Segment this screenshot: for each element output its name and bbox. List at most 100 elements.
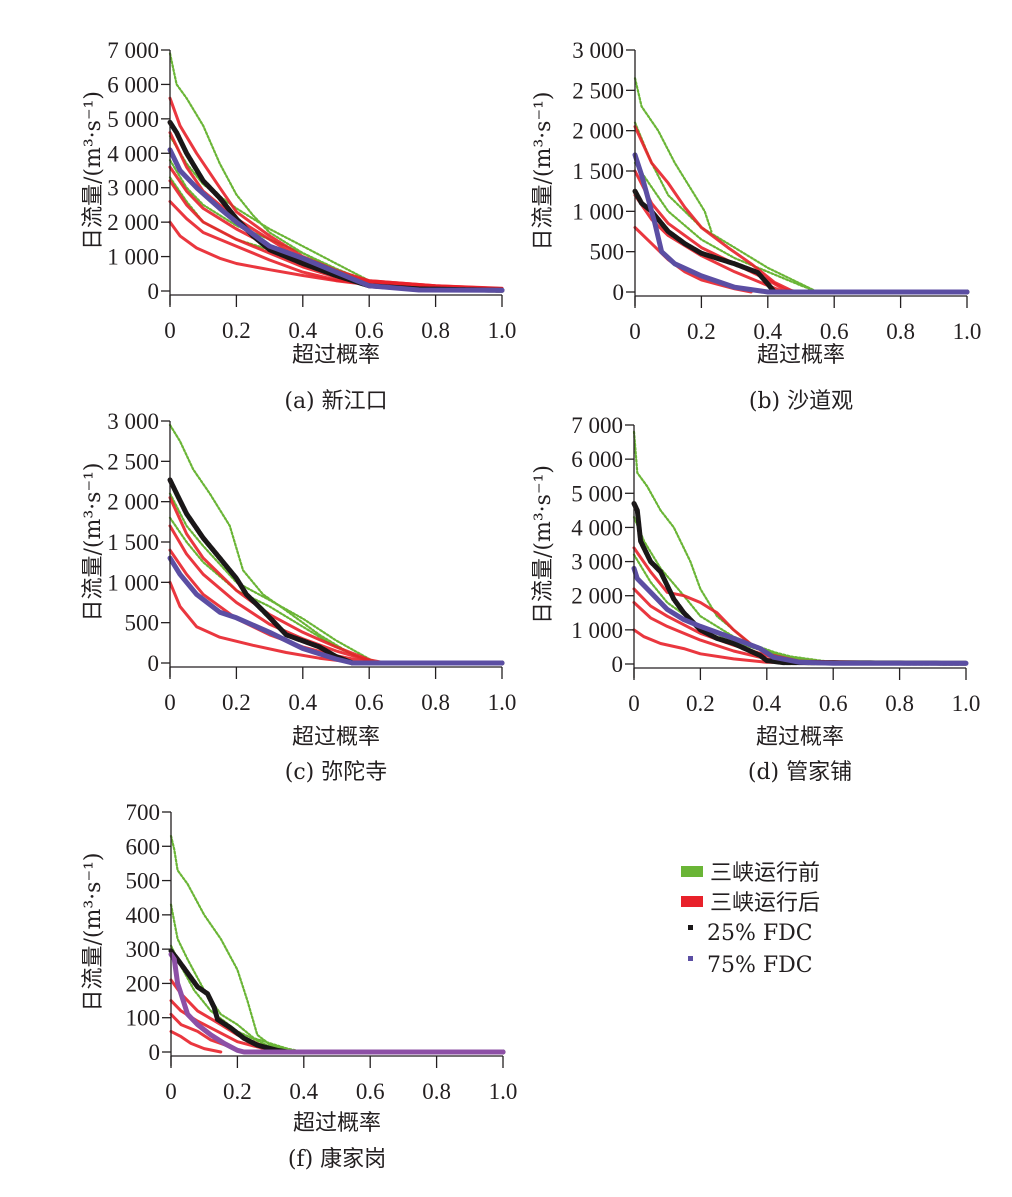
y-tick-label-b: 500 (590, 240, 625, 265)
x-axis-label-c: 超过概率 (292, 725, 380, 750)
y-tick-label-f: 0 (149, 1040, 161, 1065)
y-tick-label-b: 0 (613, 280, 625, 305)
y-tick-label-d: 1 000 (571, 618, 623, 643)
series-q25-f-7 (168, 948, 506, 1055)
panel-a: 0 1 000 2 000 3 000 4 000 5 000 6 000 7 000 0 0.2… (81, 38, 516, 414)
x-tick-label-d: 0 (628, 691, 640, 716)
x-tick-label-b: 0 (629, 319, 641, 344)
series-pre-c-1 (168, 492, 381, 665)
y-tick-label-f: 700 (126, 800, 161, 825)
y-tick-label-a: 1 000 (107, 245, 159, 270)
legend-swatch-post (681, 896, 703, 907)
x-tick-label-b: 0.6 (820, 319, 849, 344)
legend-marker-q75 (688, 956, 693, 961)
x-tick-label-c: 0.4 (288, 690, 317, 715)
y-axis-label-c: 日流量/(m³·s⁻¹) (81, 463, 106, 622)
y-tick-label-a: 7 000 (107, 38, 159, 63)
panel-c: 0 500 1 000 1 500 2 000 2 500 3 000 0 0.2 0.4 0.6 0… (81, 409, 516, 785)
x-tick-label-f: 1.0 (489, 1079, 518, 1104)
y-tick-label-a: 0 (148, 279, 160, 304)
x-tick-label-a: 1.0 (488, 318, 517, 343)
y-tick-label-d: 6 000 (571, 447, 623, 472)
legend-label-q75: 75% FDC (707, 953, 813, 978)
x-tick-label-d: 0.2 (686, 691, 715, 716)
x-tick-label-a: 0.6 (355, 318, 384, 343)
y-tick-label-d: 0 (612, 652, 624, 677)
x-tick-label-a: 0 (164, 318, 176, 343)
series-q75-a-11 (167, 147, 505, 293)
y-tick-label-b: 1 000 (572, 199, 624, 224)
x-axis-label-b: 超过概率 (757, 343, 845, 368)
y-tick-label-d: 7 000 (571, 413, 623, 438)
series-pre-d-0 (632, 430, 968, 665)
x-tick-label-b: 0.8 (886, 319, 915, 344)
series-post-d-4 (632, 587, 968, 665)
series-post-b-4 (633, 169, 803, 294)
x-tick-label-c: 0.8 (421, 690, 450, 715)
panel-caption-f: (f) 康家岗 (288, 1147, 386, 1172)
x-axis-label-f: 超过概率 (293, 1111, 381, 1136)
series-post-b-6 (633, 226, 753, 294)
series-q75-c-8 (167, 555, 505, 666)
y-tick-label-c: 2 500 (107, 449, 159, 474)
x-tick-label-b: 0.4 (753, 319, 782, 344)
y-tick-label-d: 5 000 (571, 481, 623, 506)
x-tick-label-f: 0.8 (422, 1079, 451, 1104)
series-pre-d-1 (632, 516, 968, 665)
y-tick-label-d: 4 000 (571, 515, 623, 540)
series-post-d-3 (632, 546, 968, 665)
legend-swatch-pre (681, 866, 703, 877)
x-tick-label-c: 0 (164, 690, 176, 715)
y-tick-label-a: 6 000 (107, 72, 159, 97)
y-tick-label-f: 100 (126, 1006, 161, 1031)
panel-caption-c: (c) 弥陀寺 (285, 760, 387, 785)
y-tick-label-a: 2 000 (107, 210, 159, 235)
series-q25-d-7 (631, 501, 969, 666)
series-post-c-6 (168, 580, 355, 664)
y-tick-label-a: 3 000 (107, 176, 159, 201)
x-tick-label-d: 0.8 (885, 691, 914, 716)
panel-d: 0 1 000 2 000 3 000 4 000 5 000 6 000 7 000 0 0.2… (531, 413, 980, 785)
series-pre-f-0 (169, 834, 299, 1054)
series-pre-a-0 (168, 52, 504, 292)
x-tick-label-c: 0.2 (222, 690, 251, 715)
series-post-f-6 (169, 1029, 223, 1054)
series-pre-b-2 (633, 161, 819, 294)
series-q25-b-7 (632, 188, 970, 295)
legend-label-q25: 25% FDC (707, 921, 813, 946)
y-tick-label-b: 3 000 (572, 38, 624, 63)
y-tick-label-f: 200 (126, 971, 161, 996)
series-q75-d-8 (631, 565, 969, 666)
legend: 三峡运行前 三峡运行后 25% FDC 75% FDC (681, 861, 820, 978)
series-post-b-3 (633, 125, 796, 294)
x-axis-label-d: 超过概率 (756, 725, 844, 750)
y-tick-label-c: 500 (125, 611, 160, 636)
y-tick-label-b: 2 500 (572, 78, 624, 103)
series-pre-b-0 (633, 77, 713, 233)
y-tick-label-c: 3 000 (107, 409, 159, 434)
y-axis-label-b: 日流量/(m³·s⁻¹) (531, 92, 556, 251)
y-tick-label-b: 1 500 (572, 159, 624, 184)
series-pre-a-1 (168, 135, 504, 292)
x-tick-label-f: 0 (165, 1079, 177, 1104)
y-tick-label-f: 500 (126, 869, 161, 894)
panel-caption-d: (d) 管家铺 (748, 760, 852, 785)
x-tick-label-a: 0.8 (421, 318, 450, 343)
x-tick-label-f: 0.4 (289, 1079, 318, 1104)
y-tick-label-c: 0 (148, 651, 160, 676)
x-tick-label-c: 0.6 (355, 690, 384, 715)
panel-caption-a: (a) 新江口 (284, 389, 387, 414)
x-tick-label-d: 0.6 (819, 691, 848, 716)
series-q75-f-8 (168, 951, 506, 1055)
y-tick-label-f: 400 (126, 903, 161, 928)
x-tick-label-f: 0.2 (223, 1079, 252, 1104)
x-tick-label-a: 0.2 (222, 318, 251, 343)
series-post-d-6 (632, 628, 968, 665)
x-tick-label-b: 1.0 (953, 319, 982, 344)
panel-caption-b: (b) 沙道观 (749, 389, 853, 414)
y-axis-label-d: 日流量/(m³·s⁻¹) (531, 465, 556, 624)
x-tick-label-d: 0.4 (752, 691, 781, 716)
x-axis-label-a: 超过概率 (292, 343, 380, 368)
y-tick-label-f: 600 (126, 834, 161, 859)
